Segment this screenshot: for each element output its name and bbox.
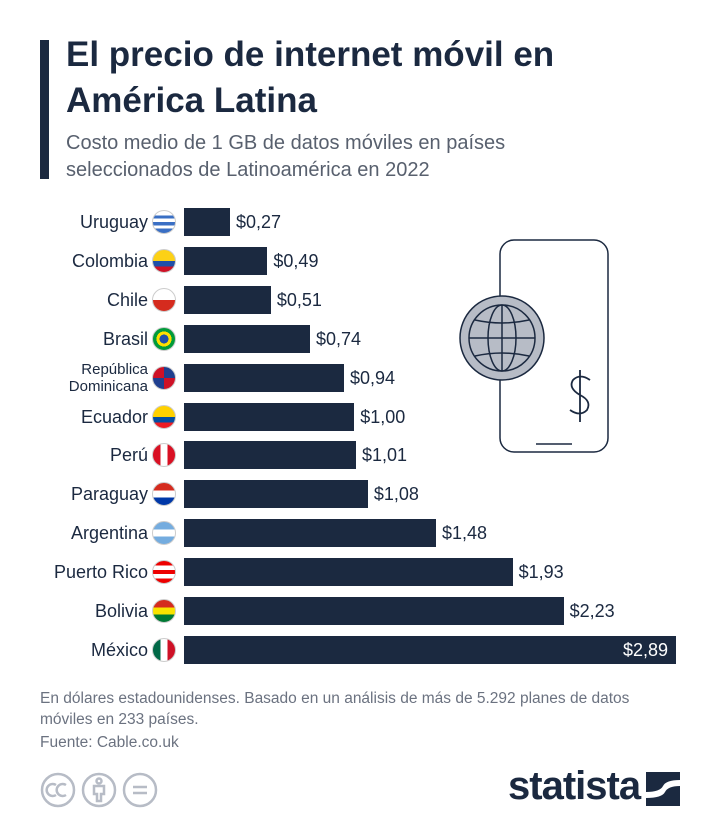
value-label: $1,08: [373, 484, 419, 505]
value-label: $0,94: [350, 367, 396, 388]
bar: [184, 635, 676, 664]
value-label: $0,74: [315, 328, 362, 349]
value-label: $0,27: [235, 212, 281, 232]
source: Fuente: Cable.co.uk: [40, 734, 179, 751]
bar: [184, 324, 310, 353]
bar: [184, 519, 436, 548]
y-tick-label: República Dominicana: [68, 360, 148, 395]
y-tick-label: Ecuador: [80, 406, 148, 427]
y-tick-label: Colombia: [71, 250, 148, 271]
y-tick-label: Bolivia: [94, 601, 148, 621]
flag: [152, 521, 176, 546]
flag: [152, 404, 176, 429]
flag: [152, 482, 176, 507]
bar: [184, 363, 345, 392]
y-tick-label: México: [90, 639, 148, 660]
flag: [152, 287, 176, 312]
bar: [184, 402, 355, 431]
chart-subtitle: Costo medio de 1 GB de datos móviles en …: [66, 132, 506, 181]
value-label: $1,00: [360, 406, 406, 427]
bar: [184, 441, 356, 470]
y-tick-label: Argentina: [70, 523, 148, 544]
flag: [152, 443, 176, 468]
flag: [152, 210, 176, 234]
flag: [152, 326, 176, 351]
y-tick-label: Chile: [106, 289, 148, 310]
note: En dólares estadounidenses. Basado en un…: [40, 690, 630, 728]
value-label: $0,49: [273, 250, 319, 271]
flag: [152, 365, 176, 390]
bar: [184, 285, 271, 314]
license-icons: [40, 772, 158, 808]
accent-bar: [40, 40, 49, 179]
value-label: $2,89: [622, 639, 668, 660]
flag: [152, 248, 176, 273]
value-label: $1,01: [361, 445, 407, 466]
y-tick-label: Puerto Rico: [53, 562, 148, 583]
bar: [184, 208, 230, 236]
value-label: $0,51: [276, 289, 322, 310]
y-tick-label: Perú: [109, 445, 148, 466]
bar: [184, 246, 268, 275]
flag: [152, 560, 176, 585]
bar: [184, 558, 513, 587]
flag: [152, 637, 176, 662]
phone-icon: [459, 239, 609, 453]
value-label: $2,23: [569, 601, 615, 621]
value-label: $1,48: [441, 523, 487, 544]
y-tick-label: Brasil: [102, 328, 148, 349]
bar: [184, 480, 368, 509]
logo-icon: [646, 772, 680, 806]
flag: [152, 599, 176, 623]
bar: [184, 597, 564, 625]
value-label: $1,93: [518, 562, 564, 583]
logo: statista: [508, 764, 641, 808]
y-tick-label: Uruguay: [79, 212, 148, 232]
y-tick-label: Paraguay: [70, 484, 148, 505]
chart-title: El precio de internet móvil en América L…: [66, 35, 555, 120]
